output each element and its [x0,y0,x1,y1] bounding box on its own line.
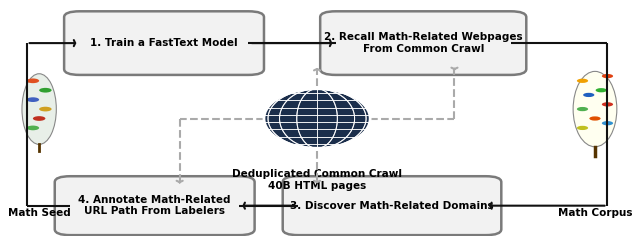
Text: Math Seed: Math Seed [8,208,70,218]
Circle shape [602,121,613,125]
Ellipse shape [264,89,370,148]
Circle shape [39,107,52,111]
FancyBboxPatch shape [320,11,526,75]
FancyBboxPatch shape [64,11,264,75]
Circle shape [602,102,613,106]
Circle shape [577,107,588,111]
Ellipse shape [22,74,56,144]
Text: Deduplicated Common Crawl
40B HTML pages: Deduplicated Common Crawl 40B HTML pages [232,169,402,191]
Circle shape [577,79,588,83]
Circle shape [27,97,39,102]
Circle shape [39,88,52,93]
Ellipse shape [573,71,617,147]
Text: Math Corpus: Math Corpus [557,208,632,218]
Circle shape [583,93,595,97]
Circle shape [27,126,39,130]
FancyBboxPatch shape [283,176,501,235]
FancyBboxPatch shape [55,176,255,235]
Text: 2. Recall Math-Related Webpages
From Common Crawl: 2. Recall Math-Related Webpages From Com… [324,32,522,54]
Text: 1. Train a FastText Model: 1. Train a FastText Model [90,38,238,48]
Circle shape [27,78,39,83]
Text: 4. Annotate Math-Related
URL Path From Labelers: 4. Annotate Math-Related URL Path From L… [79,195,231,216]
Text: 3. Discover Math-Related Domains: 3. Discover Math-Related Domains [290,201,494,211]
Circle shape [577,126,588,130]
Circle shape [589,116,600,121]
Circle shape [33,116,45,121]
Circle shape [596,88,607,92]
Circle shape [602,74,613,78]
